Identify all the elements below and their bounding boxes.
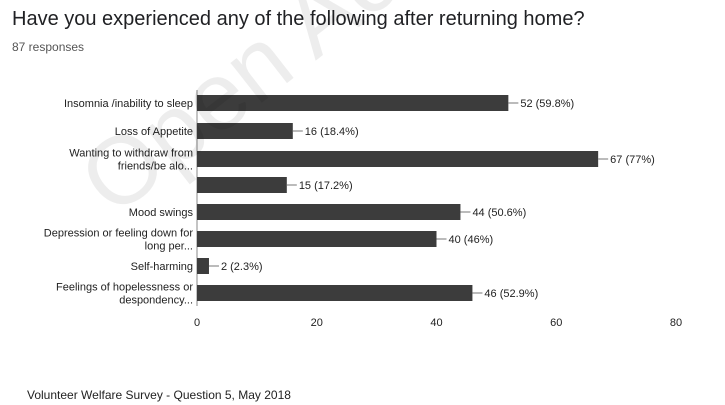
value-label: 46 (52.9%) <box>484 288 538 300</box>
x-tick-label: 20 <box>311 317 323 329</box>
category-label: Self-harming <box>131 261 193 273</box>
value-label: 16 (18.4%) <box>305 126 359 138</box>
category-label: Depression or feeling down for <box>44 228 194 240</box>
category-label: friends/be alo... <box>118 161 193 173</box>
chart-caption: Volunteer Welfare Survey - Question 5, M… <box>27 388 291 402</box>
category-label: Loss of Appetite <box>115 126 193 138</box>
value-label: 67 (77%) <box>610 154 655 166</box>
bar <box>197 258 209 274</box>
value-label: 44 (50.6%) <box>472 207 526 219</box>
bar <box>197 95 508 111</box>
x-tick-label: 60 <box>550 317 562 329</box>
x-tick-label: 40 <box>430 317 442 329</box>
category-label: Feelings of hopelessness or <box>56 282 193 294</box>
category-label: Mood swings <box>129 207 194 219</box>
category-label: long per... <box>145 241 193 253</box>
category-labels: Insomnia /inability to sleep Loss of Appe… <box>44 98 194 307</box>
x-tick-labels: 0 20 40 60 80 <box>194 317 682 329</box>
bar <box>197 285 472 301</box>
bar <box>197 177 287 193</box>
bar <box>197 231 437 247</box>
value-label: 52 (59.8%) <box>520 98 574 110</box>
category-label: Wanting to withdraw from <box>69 148 193 160</box>
x-tick-label: 80 <box>670 317 682 329</box>
category-label: Insomnia /inability to sleep <box>64 98 193 110</box>
category-label: despondency... <box>119 295 193 307</box>
bar <box>197 204 460 220</box>
value-label: 15 (17.2%) <box>299 180 353 192</box>
bar-chart: Insomnia /inability to sleep Loss of Appe… <box>0 0 725 380</box>
bar <box>197 123 293 139</box>
value-label: 40 (46%) <box>449 234 494 246</box>
bar <box>197 151 598 167</box>
x-tick-label: 0 <box>194 317 200 329</box>
value-label: 2 (2.3%) <box>221 261 263 273</box>
